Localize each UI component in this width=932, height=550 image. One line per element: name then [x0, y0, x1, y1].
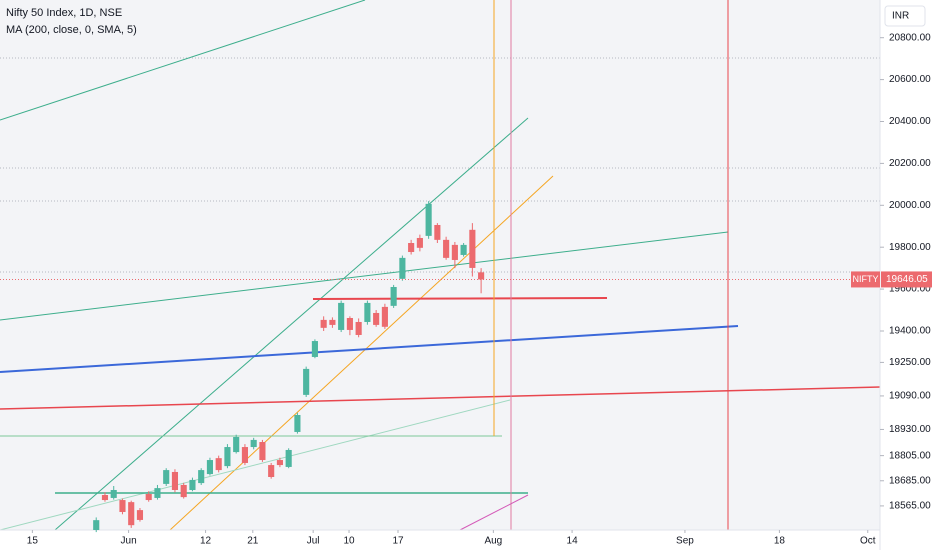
y-tick-label: 20000.00: [889, 200, 931, 211]
y-tick-label: 19400.00: [889, 326, 931, 337]
trend-line: [459, 494, 529, 531]
x-tick-label: Aug: [484, 536, 502, 547]
candle-body: [425, 203, 432, 236]
candle-body: [233, 436, 240, 453]
candle-body: [93, 520, 100, 530]
x-tick-label: 15: [27, 536, 39, 547]
chart-title: Nifty 50 Index, 1D, NSE: [6, 7, 122, 19]
drawings: [0, 0, 881, 531]
candle-body: [189, 479, 196, 490]
candle-body: [128, 502, 135, 526]
x-tick-label: 17: [392, 536, 404, 547]
candle-body: [478, 272, 485, 280]
y-tick-label: 18565.00: [889, 501, 931, 512]
x-tick-label: Oct: [860, 536, 876, 547]
candle-body: [250, 439, 257, 448]
y-tick-label: 20600.00: [889, 74, 931, 85]
trend-line: [0, 399, 511, 531]
candle-body: [198, 470, 205, 484]
y-tick-label: 19600.00: [889, 284, 931, 295]
candle-body: [373, 312, 380, 325]
candle-body: [364, 302, 371, 322]
candle-body: [163, 470, 170, 484]
y-tick-label: 20200.00: [889, 158, 931, 169]
y-tick-label: 19250.00: [889, 357, 931, 368]
plot-area: [0, 0, 880, 530]
x-tick-label: 12: [200, 536, 212, 547]
candle-body: [338, 302, 345, 330]
candle-body: [303, 368, 310, 395]
candle-body: [224, 447, 231, 467]
candle-body: [294, 414, 301, 432]
candle-body: [171, 471, 179, 490]
candle-body: [180, 484, 187, 498]
candles: [93, 201, 485, 533]
x-tick-label: 18: [774, 536, 786, 547]
y-tick-label: 19090.00: [889, 391, 931, 402]
trend-line: [0, 231, 729, 321]
time-axis: [0, 530, 880, 550]
price-tag-label: 19646.05: [886, 274, 928, 285]
candle-body: [451, 244, 458, 260]
x-tick-label: Jun: [121, 536, 137, 547]
candle-body: [101, 495, 109, 501]
indicator-label: MA (200, close, 0, SMA, 5): [6, 24, 137, 36]
candle-body: [408, 243, 415, 253]
candle-body: [206, 460, 214, 475]
candle-body: [241, 447, 248, 463]
candle-body: [399, 257, 406, 279]
currency-label: INR: [892, 11, 909, 22]
x-tick-label: 10: [343, 536, 355, 547]
y-tick-label: 18930.00: [889, 424, 931, 435]
candle-body: [346, 318, 353, 330]
y-tick-label: 18805.00: [889, 450, 931, 461]
candle-body: [311, 341, 318, 357]
candle-body: [416, 237, 423, 248]
candle-body: [215, 458, 222, 471]
candle-body: [355, 321, 362, 335]
x-tick-label: Jul: [307, 536, 320, 547]
candle-body: [110, 489, 117, 498]
y-tick-label: 18685.00: [889, 475, 931, 486]
candle-body: [320, 319, 327, 328]
candle-body: [460, 244, 467, 255]
y-tick-label: 19800.00: [889, 242, 931, 253]
symbol-tag: [851, 271, 880, 288]
trend-line: [169, 175, 554, 531]
trend-line: [0, 325, 739, 373]
y-tick-label: 20800.00: [889, 32, 931, 43]
candle-body: [136, 510, 144, 520]
x-tick-label: 14: [567, 536, 579, 547]
candle-body: [381, 306, 388, 327]
candle-body: [145, 493, 152, 501]
trend-line: [0, 0, 366, 121]
candle-body: [285, 449, 292, 467]
candle-body: [276, 460, 283, 466]
candle-body: [329, 319, 336, 325]
trend-line: [54, 117, 529, 531]
currency-button[interactable]: [884, 5, 926, 27]
candle-body: [259, 442, 266, 461]
x-tick-label: 21: [247, 536, 259, 547]
symbol-label: NIFTY: [853, 274, 879, 284]
level-line: [312, 297, 608, 300]
x-tick-label: Sep: [676, 536, 694, 547]
candle-body: [434, 224, 441, 240]
candle-body: [154, 488, 161, 498]
price-tag: [881, 271, 932, 288]
trend-line: [0, 386, 881, 410]
candle-body: [119, 500, 126, 512]
candle-body: [390, 286, 397, 306]
candle-body: [443, 239, 450, 258]
candle-body: [469, 229, 476, 268]
y-tick-label: 20400.00: [889, 116, 931, 127]
candle-body: [268, 465, 275, 477]
